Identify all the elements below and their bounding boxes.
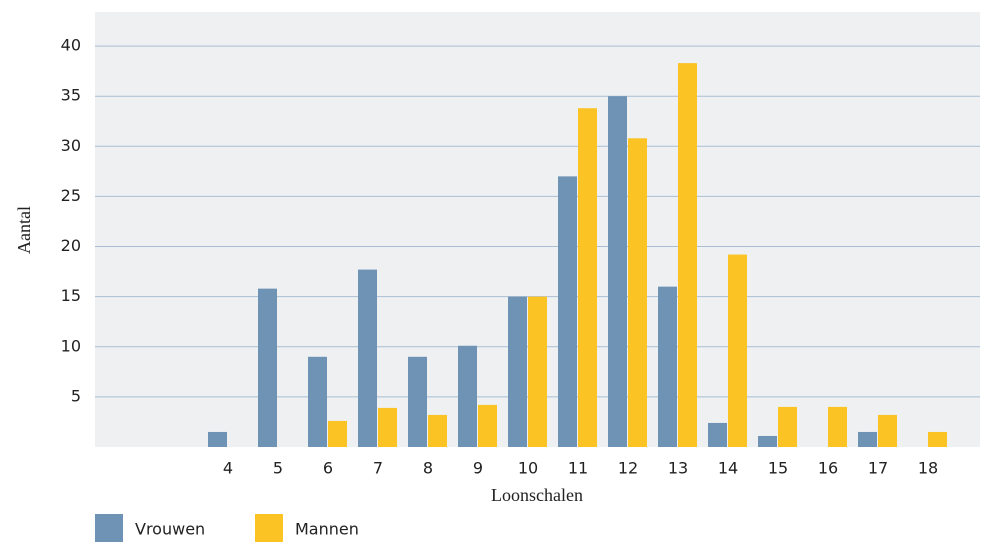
y-tick-label: 20 (61, 236, 81, 255)
bar (258, 288, 277, 447)
bar (528, 296, 547, 447)
x-tick-label: 18 (918, 459, 938, 478)
y-tick-label: 10 (61, 336, 81, 355)
legend-label: Mannen (295, 520, 359, 539)
bar (828, 406, 847, 447)
x-tick-label: 9 (473, 459, 483, 478)
x-tick-label: 17 (868, 459, 888, 478)
bar (378, 407, 397, 447)
bar (628, 138, 647, 447)
bar (678, 63, 697, 447)
x-tick-label: 14 (718, 459, 738, 478)
bar (608, 96, 627, 448)
legend-label: Vrouwen (135, 520, 205, 539)
y-tick-label: 40 (61, 36, 81, 55)
x-axis-label: Loonschalen (491, 485, 583, 505)
y-tick-label: 5 (71, 386, 81, 405)
x-tick-label: 7 (373, 459, 383, 478)
legend-swatch (95, 514, 123, 542)
bar (728, 254, 747, 447)
x-tick-label: 13 (668, 459, 688, 478)
y-tick-label: 15 (61, 286, 81, 305)
bar (758, 435, 777, 447)
x-tick-label: 10 (518, 459, 538, 478)
x-tick-label: 4 (223, 459, 233, 478)
bar (408, 356, 427, 447)
bar (708, 422, 727, 447)
bar (578, 108, 597, 448)
bar (558, 176, 577, 448)
bar (508, 296, 527, 447)
bar (858, 431, 877, 447)
y-tick-label: 25 (61, 186, 81, 205)
x-tick-label: 6 (323, 459, 333, 478)
bar (328, 420, 347, 447)
y-tick-label: 30 (61, 136, 81, 155)
x-tick-label: 16 (818, 459, 838, 478)
bar (878, 414, 897, 447)
legend-swatch (255, 514, 283, 542)
bar (658, 286, 677, 447)
x-tick-label: 15 (768, 459, 788, 478)
bar (478, 404, 497, 447)
y-tick-label: 35 (61, 86, 81, 105)
x-tick-label: 11 (568, 459, 588, 478)
x-tick-label: 5 (273, 459, 283, 478)
bar (358, 269, 377, 447)
bar (778, 406, 797, 447)
bar (458, 345, 477, 447)
y-axis-label: Aantal (14, 206, 34, 254)
x-tick-label: 12 (618, 459, 638, 478)
x-tick-label: 8 (423, 459, 433, 478)
bar (208, 431, 227, 447)
bar (928, 431, 947, 447)
bar (308, 356, 327, 447)
bar (428, 414, 447, 447)
